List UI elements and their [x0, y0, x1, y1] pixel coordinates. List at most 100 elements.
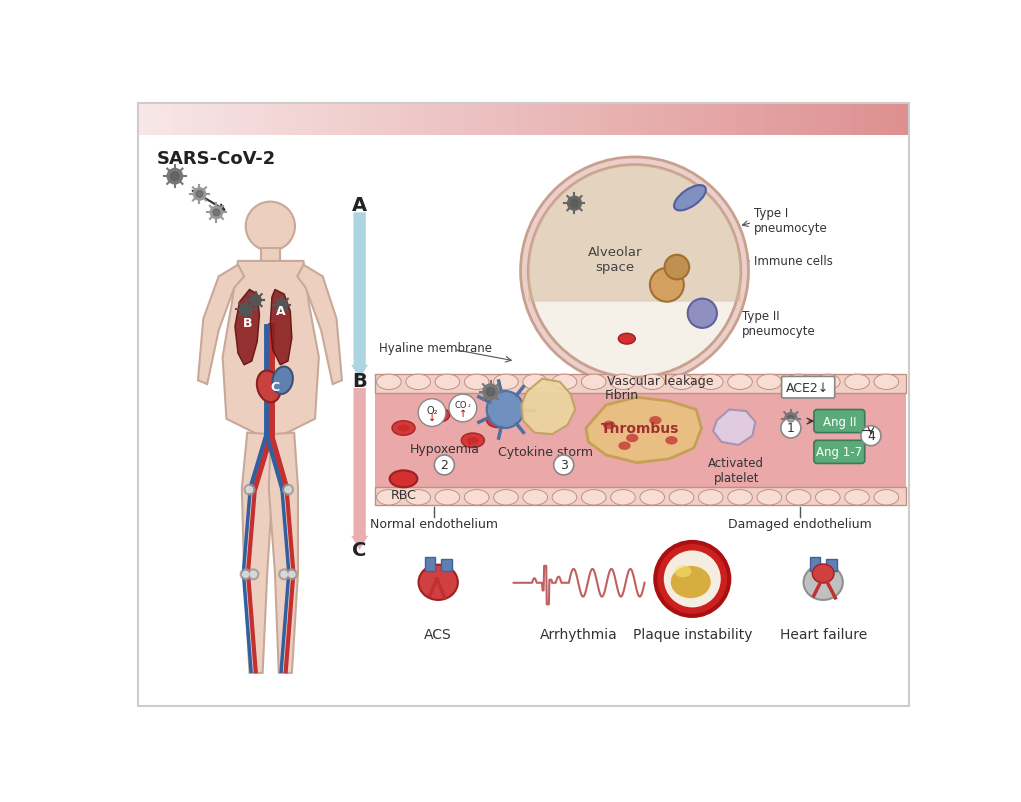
Bar	[277, 104, 281, 136]
Bar	[399, 104, 403, 136]
Bar	[688, 104, 692, 136]
Text: Vascular leakage: Vascular leakage	[606, 375, 714, 387]
Ellipse shape	[786, 490, 811, 505]
Circle shape	[248, 569, 258, 580]
FancyArrow shape	[351, 213, 369, 379]
Text: ↓: ↓	[428, 413, 436, 423]
Ellipse shape	[649, 416, 662, 425]
Bar	[149, 104, 153, 136]
Polygon shape	[528, 165, 741, 302]
Polygon shape	[242, 433, 273, 673]
Circle shape	[246, 202, 295, 252]
Bar	[161, 104, 164, 136]
Ellipse shape	[465, 490, 489, 505]
Ellipse shape	[674, 186, 706, 211]
Text: B: B	[352, 371, 367, 391]
Bar	[796, 104, 800, 136]
Bar	[377, 104, 381, 136]
Bar	[299, 104, 303, 136]
Bar	[727, 104, 731, 136]
Text: A: A	[277, 305, 286, 318]
Bar	[762, 104, 766, 136]
Bar	[407, 104, 411, 136]
Text: RBC: RBC	[391, 488, 417, 501]
Bar	[261, 104, 264, 136]
Bar	[303, 104, 307, 136]
Bar	[188, 104, 192, 136]
Bar	[203, 104, 207, 136]
Circle shape	[281, 572, 287, 577]
Ellipse shape	[427, 408, 449, 423]
Bar	[423, 104, 427, 136]
Bar	[196, 104, 199, 136]
Bar	[153, 104, 157, 136]
Polygon shape	[586, 398, 701, 463]
Bar	[168, 104, 173, 136]
Bar	[142, 104, 146, 136]
Ellipse shape	[757, 375, 782, 390]
Bar	[381, 104, 384, 136]
Bar	[546, 104, 550, 136]
Circle shape	[285, 487, 291, 493]
Circle shape	[279, 569, 290, 580]
Polygon shape	[522, 379, 575, 435]
Bar	[681, 104, 684, 136]
Bar	[261, 249, 280, 262]
Bar	[441, 559, 451, 572]
Bar	[885, 104, 888, 136]
Bar	[708, 104, 712, 136]
Bar	[446, 104, 449, 136]
Bar	[646, 104, 650, 136]
Ellipse shape	[390, 471, 418, 488]
Bar	[616, 104, 619, 136]
Ellipse shape	[816, 490, 840, 505]
Ellipse shape	[611, 375, 635, 390]
Bar	[831, 104, 835, 136]
Text: ACE2↓: ACE2↓	[786, 381, 829, 395]
Bar	[164, 104, 168, 136]
Bar	[207, 104, 211, 136]
Polygon shape	[223, 261, 319, 435]
Circle shape	[861, 426, 881, 446]
Ellipse shape	[552, 375, 577, 390]
Bar	[792, 104, 796, 136]
Bar	[512, 104, 516, 136]
Bar	[416, 104, 419, 136]
Bar	[264, 104, 269, 136]
Text: Arrhythmia: Arrhythmia	[540, 627, 618, 641]
Ellipse shape	[603, 421, 616, 430]
Bar	[838, 104, 842, 136]
Circle shape	[171, 172, 179, 181]
Bar	[619, 104, 623, 136]
Ellipse shape	[669, 375, 694, 390]
Bar	[234, 104, 238, 136]
Bar	[249, 104, 253, 136]
Text: SARS-CoV-2: SARS-CoV-2	[157, 150, 277, 168]
Bar	[596, 104, 600, 136]
Text: O₂: O₂	[427, 405, 438, 415]
Bar	[342, 104, 346, 136]
Bar	[816, 104, 819, 136]
Ellipse shape	[581, 375, 606, 390]
Ellipse shape	[523, 490, 547, 505]
Bar	[242, 104, 246, 136]
Bar	[662, 104, 666, 136]
Bar	[431, 104, 434, 136]
Bar	[442, 104, 446, 136]
Bar	[516, 104, 519, 136]
Bar	[810, 557, 821, 572]
Text: C: C	[271, 380, 280, 394]
Ellipse shape	[461, 433, 484, 448]
Ellipse shape	[728, 375, 752, 390]
Ellipse shape	[874, 490, 898, 505]
Bar	[896, 104, 901, 136]
Bar	[862, 104, 866, 136]
Text: Heart failure: Heart failure	[780, 627, 867, 641]
Bar	[192, 104, 196, 136]
Bar	[819, 104, 823, 136]
Bar	[488, 104, 492, 136]
FancyBboxPatch shape	[814, 441, 865, 464]
Text: Cytokine storm: Cytokine storm	[498, 445, 593, 458]
Bar	[349, 104, 353, 136]
Bar	[177, 104, 181, 136]
